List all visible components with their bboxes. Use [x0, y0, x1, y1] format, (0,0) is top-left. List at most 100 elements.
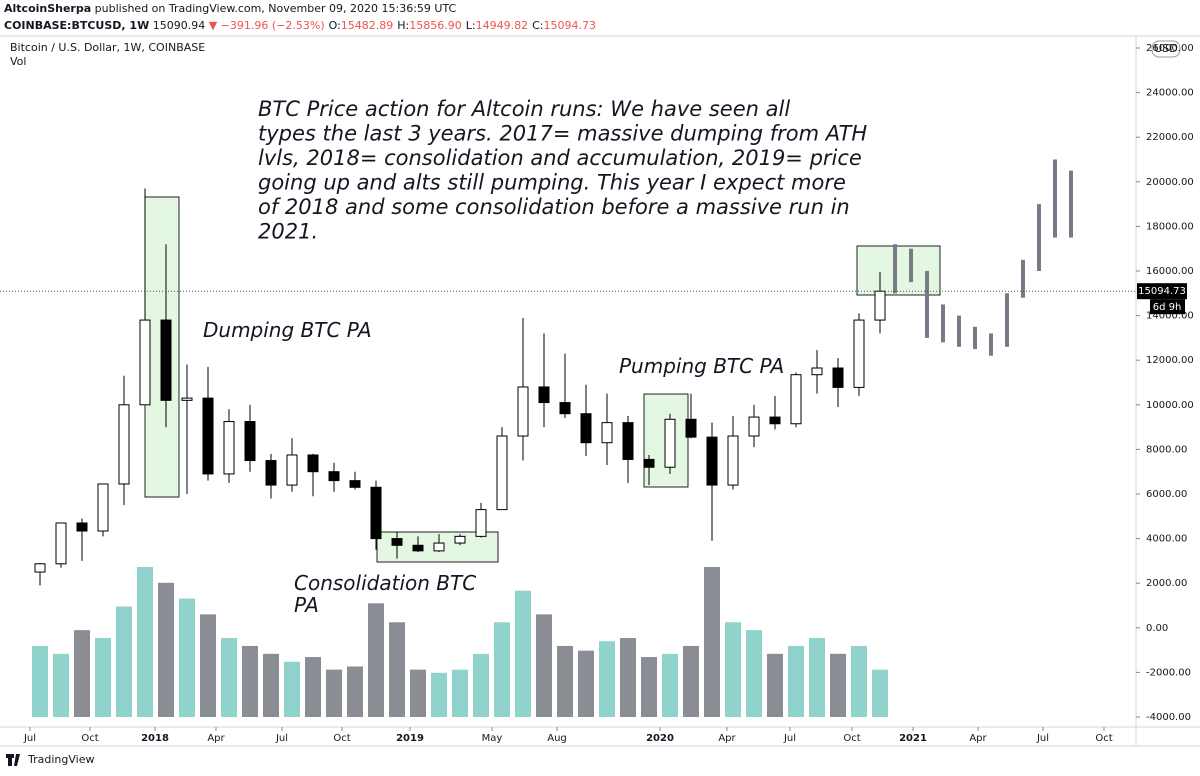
x-tick-label: Oct: [333, 733, 350, 744]
candle-body: [412, 544, 424, 552]
x-tick-label: 2021: [899, 733, 927, 744]
x-tick-label: Apr: [969, 733, 987, 744]
candle-body: [76, 522, 88, 532]
volume-bar: [704, 567, 720, 717]
volume-bar: [620, 638, 636, 717]
candle-body: [622, 422, 634, 460]
volume-bar: [74, 630, 90, 717]
y-tick-label: 14000.00: [1146, 311, 1194, 322]
volume-bar: [410, 669, 426, 717]
ohlc-key: C:: [532, 19, 543, 32]
candle-body: [349, 480, 361, 488]
x-tick-label: Oct: [843, 733, 860, 744]
volume-bar: [473, 653, 489, 717]
candle-body: [580, 413, 592, 444]
ohlc-value: 14949.82: [476, 19, 529, 32]
volume-bar: [746, 630, 762, 717]
symbol-line: COINBASE:BTCUSD, 1W 15090.94 ▼ −391.96 (…: [4, 19, 596, 32]
candle-body: [433, 542, 445, 552]
y-tick-label: 4000.00: [1146, 534, 1187, 545]
x-tick-label: Apr: [207, 733, 225, 744]
x-tick-label: Jul: [1036, 733, 1049, 744]
countdown: 6d 9h: [1153, 302, 1182, 313]
volume-bar: [95, 638, 111, 717]
candle-body: [475, 509, 487, 537]
x-tick-label: 2020: [646, 733, 674, 744]
volume-label: Vol: [10, 55, 26, 68]
x-tick-label: Aug: [547, 733, 567, 744]
projection-bar: [925, 271, 929, 338]
candle-body: [202, 397, 214, 475]
published: published on TradingView.com, November 0…: [95, 2, 457, 15]
candle-body: [874, 290, 886, 321]
volume-bar: [137, 567, 153, 717]
volume-bar: [389, 622, 405, 717]
volume-bar: [158, 582, 174, 717]
volume-bar: [641, 657, 657, 717]
candle-body: [286, 454, 298, 486]
volume-bar: [599, 641, 615, 717]
candle-body: [727, 435, 739, 486]
volume-bar: [725, 622, 741, 717]
x-tick-label: May: [482, 733, 503, 744]
candle-body: [601, 422, 613, 444]
volume-bar: [851, 645, 867, 717]
y-tick-label: -4000.00: [1146, 712, 1191, 723]
ohlc-value: 15856.90: [409, 19, 462, 32]
annotation-line: BTC Price action for Altcoin runs: We ha…: [258, 97, 790, 121]
annotation-line: of 2018 and some consolidation before a …: [258, 195, 850, 219]
volume-bar: [515, 590, 531, 717]
volume-bar: [683, 645, 699, 717]
ohlc-key: L:: [466, 19, 476, 32]
y-tick-label: 22000.00: [1146, 132, 1194, 143]
projection-bar: [1069, 170, 1073, 238]
y-tick-label: 10000.00: [1146, 400, 1194, 411]
currency: USD: [1154, 42, 1178, 55]
highlight-box: [856, 245, 941, 296]
volume-bar: [494, 622, 510, 717]
volume-bar: [32, 645, 48, 717]
volume-bar: [242, 645, 258, 717]
price-tag-label: 15094.73: [1138, 286, 1186, 297]
projection-bar: [909, 248, 913, 283]
brand-logo: [6, 754, 20, 766]
projection-bar: [1021, 259, 1025, 298]
candle-body: [685, 418, 697, 438]
candle-body: [748, 416, 760, 437]
annotation: Consolidation BTC: [294, 571, 476, 595]
candle-body: [811, 367, 823, 376]
ohlc-value: 15482.89: [341, 19, 394, 32]
candle-body: [328, 471, 340, 482]
volume-bar: [788, 645, 804, 717]
volume-bar: [221, 638, 237, 717]
y-tick-label: 16000.00: [1146, 266, 1194, 277]
volume-bar: [809, 638, 825, 717]
x-tick-label: Oct: [81, 733, 98, 744]
candle-body: [307, 454, 319, 473]
annotation: PA: [294, 593, 319, 617]
projection-bar: [1005, 293, 1009, 347]
y-tick-label: 2000.00: [1146, 578, 1187, 589]
annotation: Pumping BTC PA: [619, 354, 784, 378]
volume-bar: [263, 653, 279, 717]
candle-body: [244, 421, 256, 462]
countdown-tag: [1150, 299, 1185, 315]
volume-bar: [116, 606, 132, 717]
ohlc-value: 15094.73: [544, 19, 597, 32]
symbol: COINBASE:BTCUSD, 1W: [4, 19, 149, 32]
annotation-line: types the last 3 years. 2017= massive du…: [258, 122, 867, 146]
candle-body: [769, 416, 781, 425]
x-tick-label: 2018: [141, 733, 169, 744]
header: AltcoinSherpa published on TradingView.c…: [4, 2, 596, 32]
y-tick-label: 8000.00: [1146, 444, 1187, 455]
volume-bar: [557, 645, 573, 717]
y-tick-label: 12000.00: [1146, 355, 1194, 366]
projection-bar: [957, 315, 961, 347]
y-tick-label: 0.00: [1146, 623, 1168, 634]
volume-bar: [767, 653, 783, 717]
last: 15090.94: [153, 19, 206, 32]
candle-body: [97, 483, 109, 532]
annotation-line: 2021.: [258, 220, 318, 244]
annotation: Dumping BTC PA: [203, 318, 372, 342]
